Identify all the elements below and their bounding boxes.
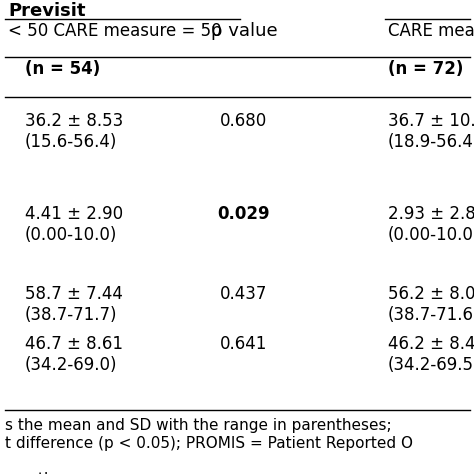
Text: 0.680: 0.680 xyxy=(220,112,268,130)
Text: 36.2 ± 8.53
(15.6-56.4): 36.2 ± 8.53 (15.6-56.4) xyxy=(25,112,123,151)
Text: mpathy.: mpathy. xyxy=(5,472,66,474)
Text: 58.7 ± 7.44
(38.7-71.7): 58.7 ± 7.44 (38.7-71.7) xyxy=(25,285,123,324)
Text: (n = 72): (n = 72) xyxy=(388,60,464,78)
Text: 4.41 ± 2.90
(0.00-10.0): 4.41 ± 2.90 (0.00-10.0) xyxy=(25,205,123,244)
Text: s the mean and SD with the range in parentheses;: s the mean and SD with the range in pare… xyxy=(5,418,392,433)
Text: 0.641: 0.641 xyxy=(220,335,268,353)
Text: t difference (p < 0.05); PROMIS = Patient Reported O: t difference (p < 0.05); PROMIS = Patien… xyxy=(5,436,413,451)
Text: 0.437: 0.437 xyxy=(220,285,268,303)
Text: 36.7 ± 10.1
(18.9-56.4): 36.7 ± 10.1 (18.9-56.4) xyxy=(388,112,474,151)
Text: p value: p value xyxy=(210,22,277,40)
Text: 46.2 ± 8.45
(34.2-69.5): 46.2 ± 8.45 (34.2-69.5) xyxy=(388,335,474,374)
Text: (n = 54): (n = 54) xyxy=(25,60,100,78)
Text: < 50 CARE measure = 50: < 50 CARE measure = 50 xyxy=(8,22,222,40)
Text: CARE measure: CARE measure xyxy=(388,22,474,40)
Text: Previsit: Previsit xyxy=(8,2,85,20)
Text: 46.7 ± 8.61
(34.2-69.0): 46.7 ± 8.61 (34.2-69.0) xyxy=(25,335,123,374)
Text: 56.2 ± 8.02
(38.7-71.6): 56.2 ± 8.02 (38.7-71.6) xyxy=(388,285,474,324)
Text: 0.029: 0.029 xyxy=(218,205,270,223)
Text: 2.93 ± 2.84
(0.00-10.0): 2.93 ± 2.84 (0.00-10.0) xyxy=(388,205,474,244)
